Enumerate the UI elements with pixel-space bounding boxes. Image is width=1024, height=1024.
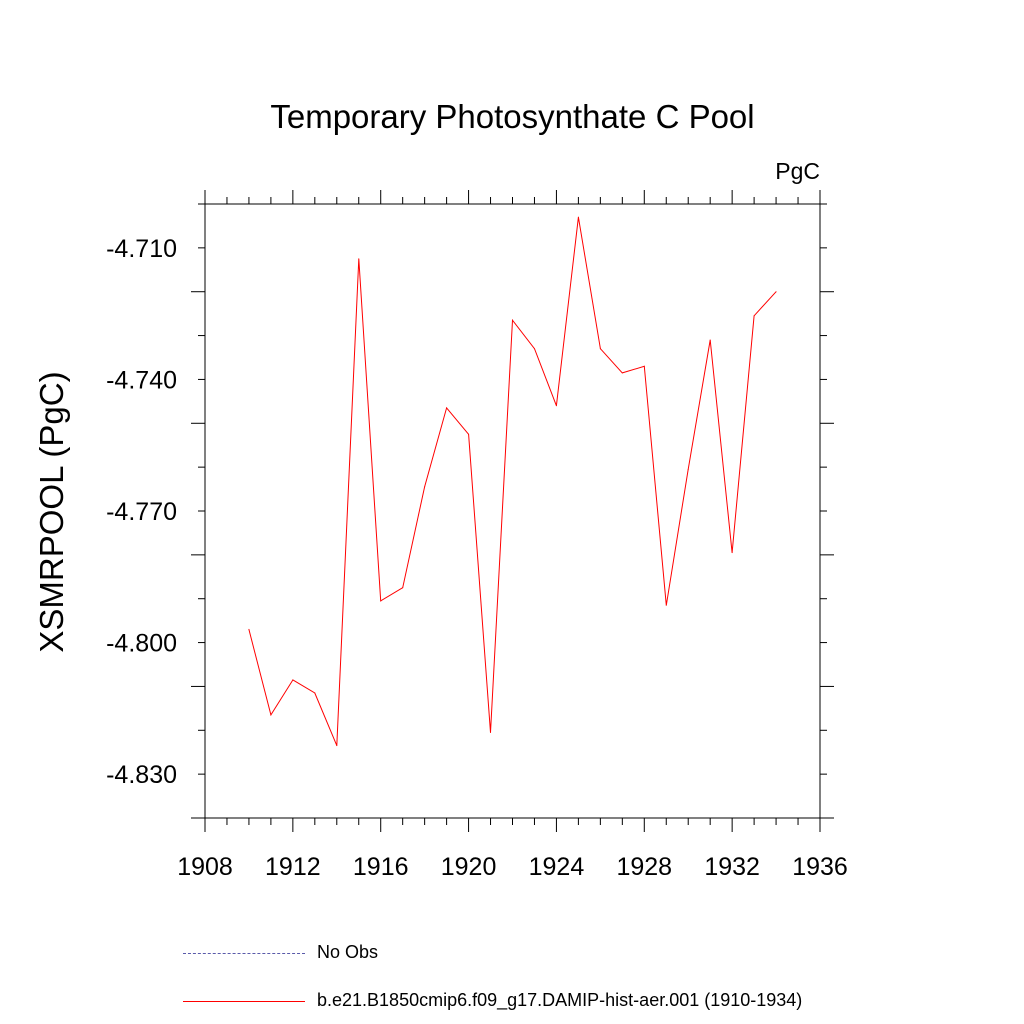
data-point xyxy=(468,433,470,435)
y-tick-label: -4.770 xyxy=(106,498,177,526)
x-tick-label: 1920 xyxy=(441,853,497,881)
x-tick-label: 1932 xyxy=(704,853,760,881)
legend-label: b.e21.B1850cmip6.f09_g17.DAMIP-hist-aer.… xyxy=(317,990,803,1010)
legend-swatch-solid xyxy=(183,1001,305,1002)
data-point xyxy=(731,552,733,554)
y-axis-ticks: -4.710 -4.740 -4.770 -4.800 -4.830 xyxy=(106,203,834,819)
y-tick-label: -4.800 xyxy=(106,630,177,658)
series-layer xyxy=(248,216,777,747)
data-point xyxy=(314,692,316,694)
data-point xyxy=(599,348,601,350)
data-point xyxy=(402,587,404,589)
data-point xyxy=(424,486,426,488)
legend-label: No Obs xyxy=(317,942,379,962)
data-point xyxy=(512,319,513,321)
units-label: PgC xyxy=(775,158,820,184)
data-point xyxy=(292,679,294,681)
x-tick-label: 1912 xyxy=(265,853,321,881)
x-axis-ticks: 1908 1912 1916 1920 1924 1928 1932 1936 xyxy=(177,190,848,881)
data-point xyxy=(533,348,535,350)
x-tick-label: 1928 xyxy=(616,853,672,881)
legend-swatch-dashed xyxy=(183,953,305,954)
chart-title: Temporary Photosynthate C Pool xyxy=(270,98,755,135)
x-tick-label: 1916 xyxy=(353,853,409,881)
y-tick-label: -4.830 xyxy=(106,761,177,789)
data-point xyxy=(665,604,667,606)
data-point xyxy=(446,407,448,409)
data-point xyxy=(248,628,250,630)
data-point xyxy=(380,600,382,602)
data-point xyxy=(358,258,360,260)
y-tick-label: -4.740 xyxy=(106,366,177,394)
data-point xyxy=(621,372,623,374)
x-tick-label: 1908 xyxy=(177,853,233,881)
data-point xyxy=(336,745,338,747)
data-point xyxy=(555,405,557,407)
data-point xyxy=(643,365,645,367)
y-tick-label: -4.710 xyxy=(106,235,177,263)
x-tick-label: 1924 xyxy=(529,853,585,881)
data-point xyxy=(490,731,492,733)
data-point xyxy=(709,339,711,341)
data-point xyxy=(577,216,579,218)
data-point xyxy=(775,291,777,293)
series-line xyxy=(248,217,777,746)
x-tick-label: 1936 xyxy=(792,853,848,881)
data-point xyxy=(270,714,272,716)
data-point xyxy=(687,468,689,470)
data-point xyxy=(753,315,755,317)
